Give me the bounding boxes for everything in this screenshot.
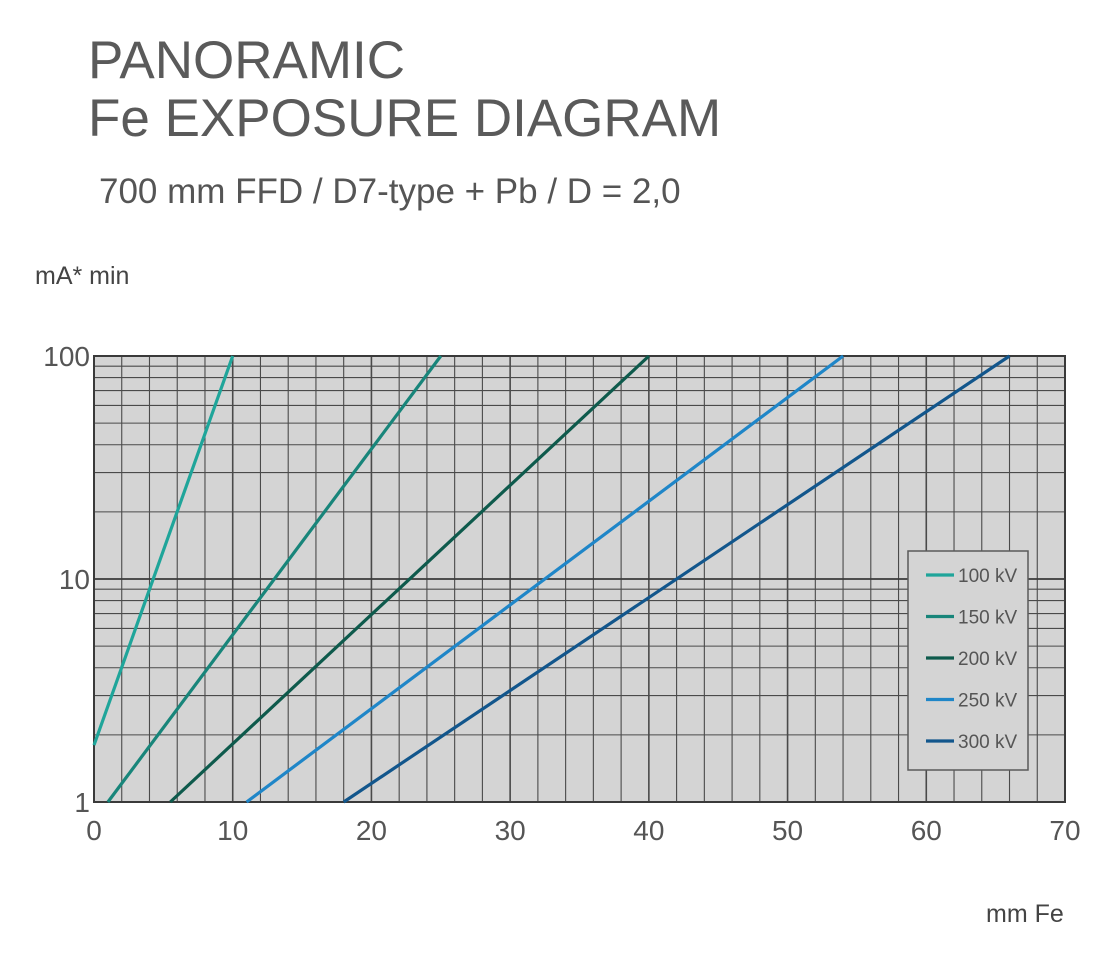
legend-label: 250 kV	[958, 691, 1017, 712]
plot-border	[93, 355, 1066, 803]
chart-subtitle: 700 mm FFD / D7-type + Pb / D = 2,0	[99, 172, 681, 211]
series-line	[169, 354, 650, 804]
legend-label: 300 kV	[958, 732, 1017, 753]
x-tick-label: 70	[1049, 815, 1080, 846]
legend-box	[907, 550, 1029, 771]
legend-label: 150 kV	[958, 608, 1017, 629]
y-axis-label: mA* min	[35, 262, 130, 290]
tick-labels: 0 10 20 30 40 50 60 70 1 10 100	[43, 341, 1080, 846]
legend-label: 100 kV	[958, 566, 1017, 587]
x-tick-label: 60	[911, 815, 942, 846]
x-tick-label: 30	[495, 815, 526, 846]
series-lines	[92, 354, 1011, 804]
x-axis-label: mm Fe	[986, 900, 1064, 928]
x-tick-label: 10	[217, 815, 248, 846]
series-line	[92, 355, 235, 746]
series-line	[245, 354, 845, 804]
y-tick-label: 10	[59, 564, 90, 595]
legend-label: 200 kV	[958, 649, 1017, 670]
legend: 100 kV 150 kV 200 kV 250 kV 300 kV	[907, 550, 1029, 771]
y-tick-label: 100	[43, 341, 90, 372]
chart-title-line-1: PANORAMIC	[88, 31, 406, 90]
series-line	[342, 354, 1011, 804]
x-tick-label: 40	[633, 815, 664, 846]
x-tick-label: 20	[356, 815, 387, 846]
x-tick-label: 0	[86, 815, 102, 846]
chart-title: PANORAMIC Fe EXPOSURE DIAGRAM	[88, 32, 721, 148]
y-tick-label: 1	[74, 787, 90, 818]
chart-title-line-2: Fe EXPOSURE DIAGRAM	[88, 89, 722, 148]
series-line	[106, 355, 443, 803]
x-tick-label: 50	[772, 815, 803, 846]
